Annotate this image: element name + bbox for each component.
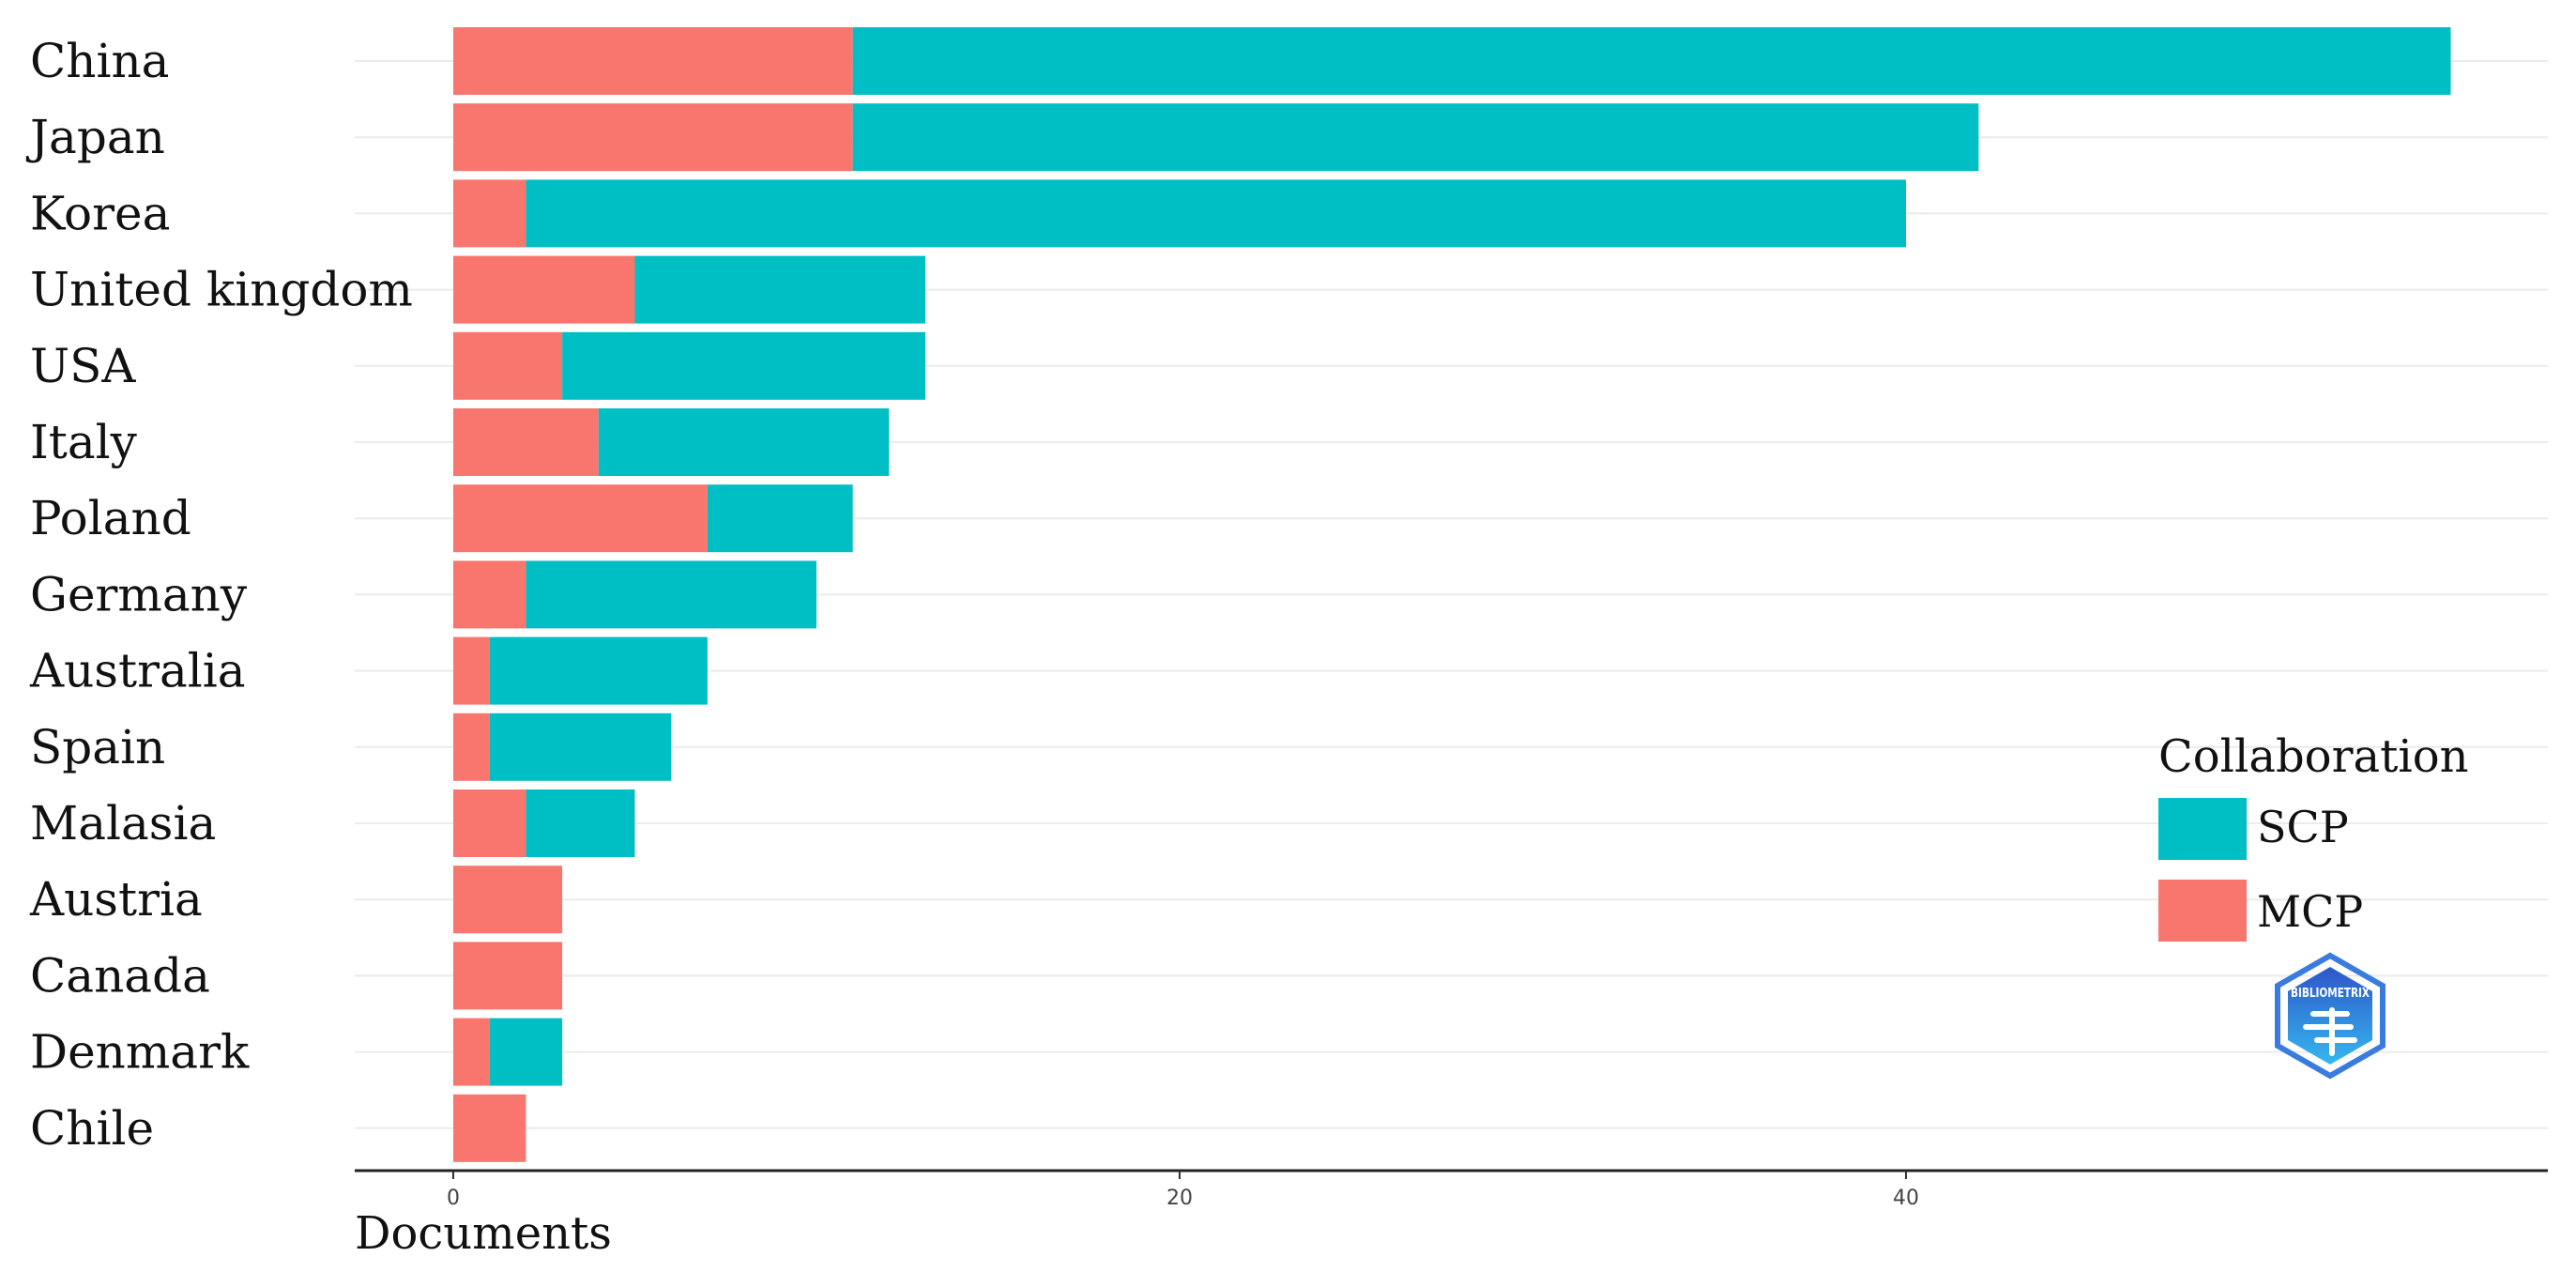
bar-scp: [526, 560, 816, 629]
category-label: Italy: [30, 415, 138, 469]
category-label: USA: [30, 339, 136, 393]
bibliometrix-logo: BIBLIOMETRIX: [2275, 952, 2385, 1080]
bar-scp: [707, 484, 853, 553]
bar-scp: [598, 408, 890, 476]
bar-scp: [526, 179, 1906, 248]
bar-scp: [562, 331, 926, 400]
bar-mcp: [453, 331, 563, 400]
legend: Collaboration SCP MCP: [2158, 730, 2469, 942]
legend-title: Collaboration: [2158, 730, 2469, 783]
bar-mcp: [453, 27, 853, 95]
legend-swatch-scp: [2158, 798, 2247, 860]
category-label: Australia: [29, 644, 246, 698]
bar-mcp: [453, 408, 599, 476]
x-axis: 0 20 40: [355, 1169, 2548, 1210]
bar-mcp: [453, 179, 526, 248]
legend-label-mcp: MCP: [2257, 886, 2363, 937]
x-tick-label: 20: [1166, 1187, 1193, 1210]
category-label: Canada: [30, 948, 210, 1003]
x-tick-label: 40: [1893, 1187, 1919, 1210]
bar-mcp: [453, 484, 708, 553]
category-label: Malasia: [30, 796, 216, 851]
category-label: Spain: [30, 720, 165, 774]
legend-label-scp: SCP: [2257, 802, 2349, 852]
bar-mcp: [453, 1094, 526, 1162]
bar-scp: [489, 1018, 563, 1086]
category-label: Austria: [29, 872, 203, 927]
category-label: Korea: [30, 186, 170, 240]
bar-scp: [489, 713, 672, 781]
bar-mcp: [453, 636, 490, 705]
bar-mcp: [453, 789, 526, 857]
category-label: Germany: [30, 567, 248, 621]
bars: [453, 27, 2451, 1162]
legend-swatch-mcp: [2158, 880, 2247, 942]
bar-mcp: [453, 713, 490, 781]
bar-scp: [852, 103, 1979, 172]
category-label: United kingdom: [30, 263, 413, 317]
category-label: Japan: [25, 110, 165, 164]
category-label: Chile: [30, 1101, 154, 1156]
bar-scp: [852, 27, 2451, 95]
bar-mcp: [453, 255, 635, 324]
logo-text: BIBLIOMETRIX: [2291, 987, 2370, 1001]
x-tick-label: 0: [447, 1187, 460, 1210]
category-labels: China Japan Korea United kingdom USA Italy Pol…: [25, 34, 413, 1156]
bar-mcp: [453, 1018, 490, 1086]
bar-mcp: [453, 560, 526, 629]
bar-mcp: [453, 103, 853, 172]
x-axis-title: Documents: [355, 1207, 612, 1260]
bar-mcp: [453, 942, 563, 1010]
bar-scp: [489, 636, 708, 705]
bar-scp: [526, 789, 635, 857]
bar-mcp: [453, 866, 563, 934]
bar-scp: [634, 255, 926, 324]
category-label: China: [30, 34, 169, 88]
category-label: Poland: [30, 491, 191, 545]
category-label: Denmark: [30, 1025, 250, 1080]
